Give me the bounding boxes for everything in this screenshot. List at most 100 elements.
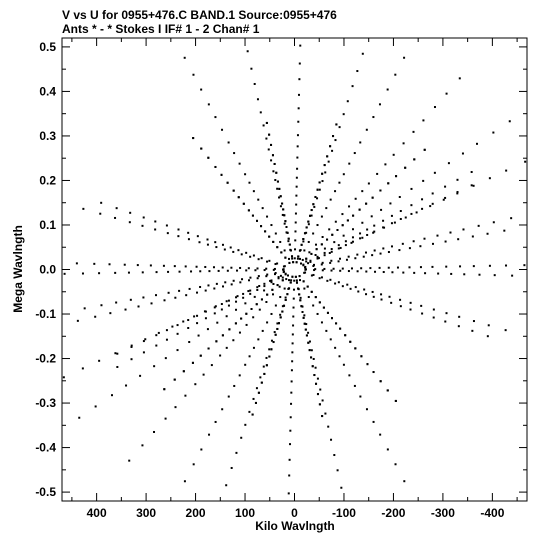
uv-point (386, 448, 389, 451)
uv-point (359, 232, 362, 235)
uv-point (280, 251, 283, 254)
uv-point (191, 361, 194, 364)
uv-point (281, 202, 284, 205)
uv-point (334, 220, 337, 223)
uv-point (195, 265, 198, 268)
uv-point (173, 265, 176, 268)
uv-point (431, 242, 434, 245)
uv-point (288, 474, 291, 477)
uv-point (246, 50, 249, 53)
uv-point (444, 196, 447, 199)
uv-point (130, 345, 133, 348)
uv-point (471, 329, 474, 332)
uv-point (328, 228, 331, 231)
uv-point (424, 272, 427, 275)
uv-point (419, 245, 422, 248)
uv-point (409, 301, 412, 304)
uv-point (291, 360, 294, 363)
uv-point (295, 203, 298, 206)
uv-point (359, 395, 362, 398)
uv-point (348, 162, 351, 165)
uv-point (461, 152, 464, 155)
uv-point (298, 275, 301, 278)
uv-point (283, 265, 286, 268)
uv-point (265, 275, 268, 278)
uv-point (310, 356, 313, 359)
uv-point (309, 259, 312, 262)
uv-point (331, 233, 334, 236)
uv-point (313, 205, 316, 208)
uv-point (287, 240, 290, 243)
uv-point (99, 212, 102, 215)
uv-point (462, 228, 465, 231)
uv-point (360, 355, 363, 358)
uv-point (393, 221, 396, 224)
uv-point (221, 334, 224, 337)
uv-point (326, 238, 329, 241)
uv-point (488, 177, 491, 180)
uv-point (298, 293, 301, 296)
uv-point (371, 290, 374, 293)
uv-point (456, 192, 459, 195)
uv-point (290, 369, 293, 372)
uv-point (493, 274, 496, 277)
uv-point (348, 205, 351, 208)
uv-point (408, 247, 411, 250)
uv-point (287, 237, 290, 240)
uv-point (423, 148, 426, 151)
uv-point (164, 357, 167, 360)
uv-point (217, 269, 220, 272)
uv-point (283, 304, 286, 307)
uv-point (361, 221, 364, 224)
uv-point (399, 298, 402, 301)
uv-point (141, 224, 144, 227)
uv-point (413, 158, 416, 161)
uv-point (221, 266, 224, 269)
uv-point (206, 243, 209, 246)
uv-point (248, 181, 251, 184)
uv-point (504, 329, 507, 332)
uv-point (350, 267, 353, 270)
uv-point (361, 236, 364, 239)
uv-point (204, 310, 207, 313)
uv-point (360, 267, 363, 270)
uv-point (327, 425, 330, 428)
uv-point (268, 235, 271, 238)
uv-point (357, 290, 360, 293)
uv-point (421, 207, 424, 210)
uv-point (365, 270, 368, 273)
uv-point (129, 211, 132, 214)
uv-point (307, 296, 310, 299)
uv-point (223, 248, 226, 251)
uv-point (373, 249, 376, 252)
uv-point (248, 410, 251, 413)
uv-point (366, 228, 369, 231)
uv-point (242, 292, 245, 295)
uv-point (316, 197, 319, 200)
uv-point (274, 304, 277, 307)
uv-point (279, 205, 282, 208)
uv-point (390, 222, 393, 225)
uv-point (302, 316, 305, 319)
uv-point (449, 231, 452, 234)
uv-point (296, 167, 299, 170)
uv-point (359, 141, 362, 144)
uv-point (233, 384, 236, 387)
uv-point (290, 380, 293, 383)
uv-point (314, 243, 317, 246)
uv-point (297, 107, 300, 110)
uv-point (196, 314, 199, 317)
uv-point (356, 270, 359, 273)
uv-point (299, 296, 302, 299)
uv-point (235, 300, 238, 303)
axis-ticks (62, 38, 527, 501)
uv-point (457, 325, 460, 328)
uv-point (316, 393, 319, 396)
uv-point (288, 257, 291, 260)
uv-point (78, 416, 81, 419)
uv-point (351, 228, 354, 231)
uv-point (510, 217, 513, 220)
uv-point (345, 258, 348, 261)
uv-point (422, 119, 425, 122)
uv-point (177, 228, 180, 231)
